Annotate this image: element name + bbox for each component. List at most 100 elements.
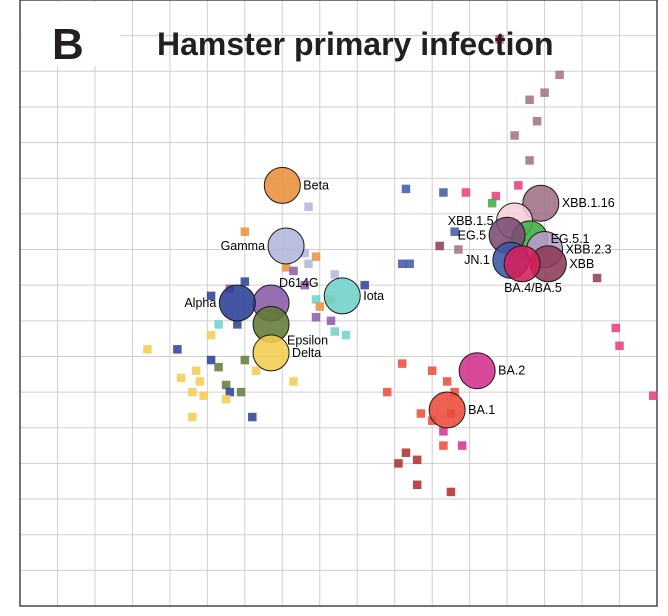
serum-point bbox=[221, 394, 231, 404]
serum-point bbox=[416, 409, 426, 418]
serum-point bbox=[300, 280, 310, 290]
antigen-label: BA.2 bbox=[498, 364, 525, 378]
serum-point bbox=[442, 377, 452, 386]
serum-point bbox=[143, 345, 152, 354]
serum-point bbox=[495, 34, 504, 44]
plot-frame bbox=[19, 0, 658, 607]
serum-point bbox=[450, 387, 459, 397]
antigen-label: XBB.1.5 bbox=[448, 214, 494, 228]
serum-point bbox=[300, 248, 310, 258]
serum-point bbox=[240, 277, 250, 286]
serum-point bbox=[461, 188, 471, 197]
panel-letter: B bbox=[52, 20, 84, 69]
serum-point bbox=[330, 270, 340, 279]
serum-point bbox=[532, 116, 542, 126]
serum-point bbox=[289, 377, 298, 386]
serum-point bbox=[206, 291, 216, 301]
serum-point bbox=[311, 252, 321, 261]
serum-point bbox=[439, 441, 448, 450]
serum-point bbox=[592, 273, 602, 283]
antigen-label: XBB.1.16 bbox=[562, 196, 615, 210]
antigen-label: Iota bbox=[363, 289, 384, 303]
serum-point bbox=[446, 487, 456, 497]
serum-point bbox=[457, 441, 467, 450]
serum-point bbox=[214, 362, 223, 372]
serum-point bbox=[251, 366, 261, 375]
serum-point bbox=[240, 355, 250, 365]
serum-point bbox=[611, 323, 621, 333]
antigen-label: Beta bbox=[303, 178, 329, 192]
serum-point bbox=[311, 313, 321, 322]
serum-point bbox=[382, 387, 392, 397]
antigen-label: EG.5.1 bbox=[551, 232, 590, 246]
antigen-point-iota bbox=[323, 277, 361, 315]
serum-point bbox=[341, 330, 351, 340]
serum-point bbox=[281, 263, 291, 272]
serum-point bbox=[315, 302, 325, 311]
serum-point bbox=[487, 198, 497, 208]
antigen-label: JN.1 bbox=[464, 253, 490, 267]
serum-point bbox=[555, 70, 564, 80]
serum-point bbox=[304, 259, 313, 269]
serum-point bbox=[326, 316, 336, 326]
antigen-label: Epsilon bbox=[287, 333, 328, 347]
serum-point bbox=[514, 181, 523, 190]
antigen-point-delta bbox=[252, 334, 290, 372]
serum-point bbox=[311, 295, 321, 304]
serum-point bbox=[450, 227, 459, 236]
serum-point bbox=[427, 366, 437, 375]
serum-point bbox=[412, 480, 422, 490]
antigen-point-alpha bbox=[218, 284, 256, 322]
serum-point bbox=[510, 131, 519, 140]
serum-point bbox=[206, 355, 216, 365]
antigen-layer bbox=[218, 166, 567, 429]
antigen-label: XBB.2.3 bbox=[566, 243, 612, 257]
serum-point bbox=[199, 391, 208, 400]
serum-point bbox=[401, 448, 411, 457]
serum-point bbox=[540, 88, 549, 97]
serum-point bbox=[394, 459, 403, 468]
serum-point bbox=[173, 345, 182, 354]
serum-point bbox=[525, 95, 534, 105]
panel-letter-background bbox=[22, 2, 120, 66]
antigen-label: BA.4/BA.5 bbox=[504, 281, 562, 295]
antigen-point-beta bbox=[263, 166, 301, 204]
serum-point bbox=[214, 320, 223, 329]
antigen-point-ba-1 bbox=[428, 391, 466, 429]
serum-point bbox=[206, 330, 216, 340]
serum-point bbox=[188, 412, 197, 422]
serum-point bbox=[491, 191, 501, 201]
antigen-point-xbb-1-16 bbox=[522, 184, 560, 222]
antigen-point-gamma bbox=[267, 227, 305, 265]
serum-point bbox=[233, 320, 242, 329]
serum-point bbox=[401, 184, 411, 194]
serum-point bbox=[236, 387, 246, 397]
serum-point bbox=[176, 373, 186, 383]
serum-point bbox=[221, 380, 231, 390]
serum-point bbox=[188, 387, 197, 397]
serum-point bbox=[195, 377, 205, 386]
serum-point bbox=[248, 412, 257, 422]
serum-point bbox=[330, 327, 340, 336]
chart-title: Hamster primary infection bbox=[157, 26, 554, 62]
serum-point bbox=[304, 202, 313, 212]
serum-point bbox=[191, 366, 201, 375]
serum-point bbox=[360, 280, 369, 290]
serum-point bbox=[525, 156, 534, 165]
serum-point bbox=[439, 427, 448, 436]
serum-point bbox=[225, 387, 235, 397]
serum-point bbox=[615, 341, 624, 351]
antigen-label: BA.1 bbox=[468, 403, 495, 417]
serum-point bbox=[454, 245, 463, 254]
antigen-label: EG.5 bbox=[458, 228, 487, 242]
antigen-label: Gamma bbox=[221, 239, 266, 253]
serum-point bbox=[412, 455, 422, 465]
serum-point bbox=[649, 391, 658, 400]
serum-point bbox=[240, 227, 250, 236]
antigen-point-ba-2 bbox=[458, 352, 496, 390]
antigen-label: Delta bbox=[292, 346, 321, 360]
antigen-label: Alpha bbox=[184, 296, 216, 310]
